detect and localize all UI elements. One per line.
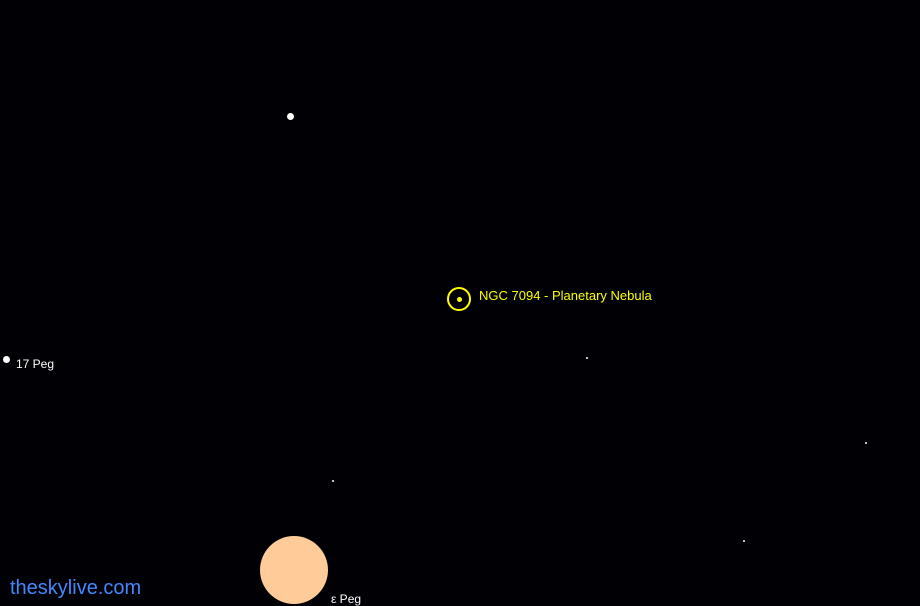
target-dot-icon (457, 297, 462, 302)
star-17peg (3, 356, 10, 363)
star-dot (586, 357, 588, 359)
star-label-17peg: 17 Peg (16, 357, 54, 371)
star-dot (287, 113, 294, 120)
watermark-text: theskylive.com (10, 577, 141, 600)
star-dot (332, 480, 334, 482)
star-epsilon-peg (260, 536, 328, 604)
target-label: NGC 7094 - Planetary Nebula (479, 288, 652, 303)
star-dot (865, 442, 867, 444)
star-label-epsilon-peg: ε Peg (331, 592, 361, 606)
star-dot (743, 540, 745, 542)
